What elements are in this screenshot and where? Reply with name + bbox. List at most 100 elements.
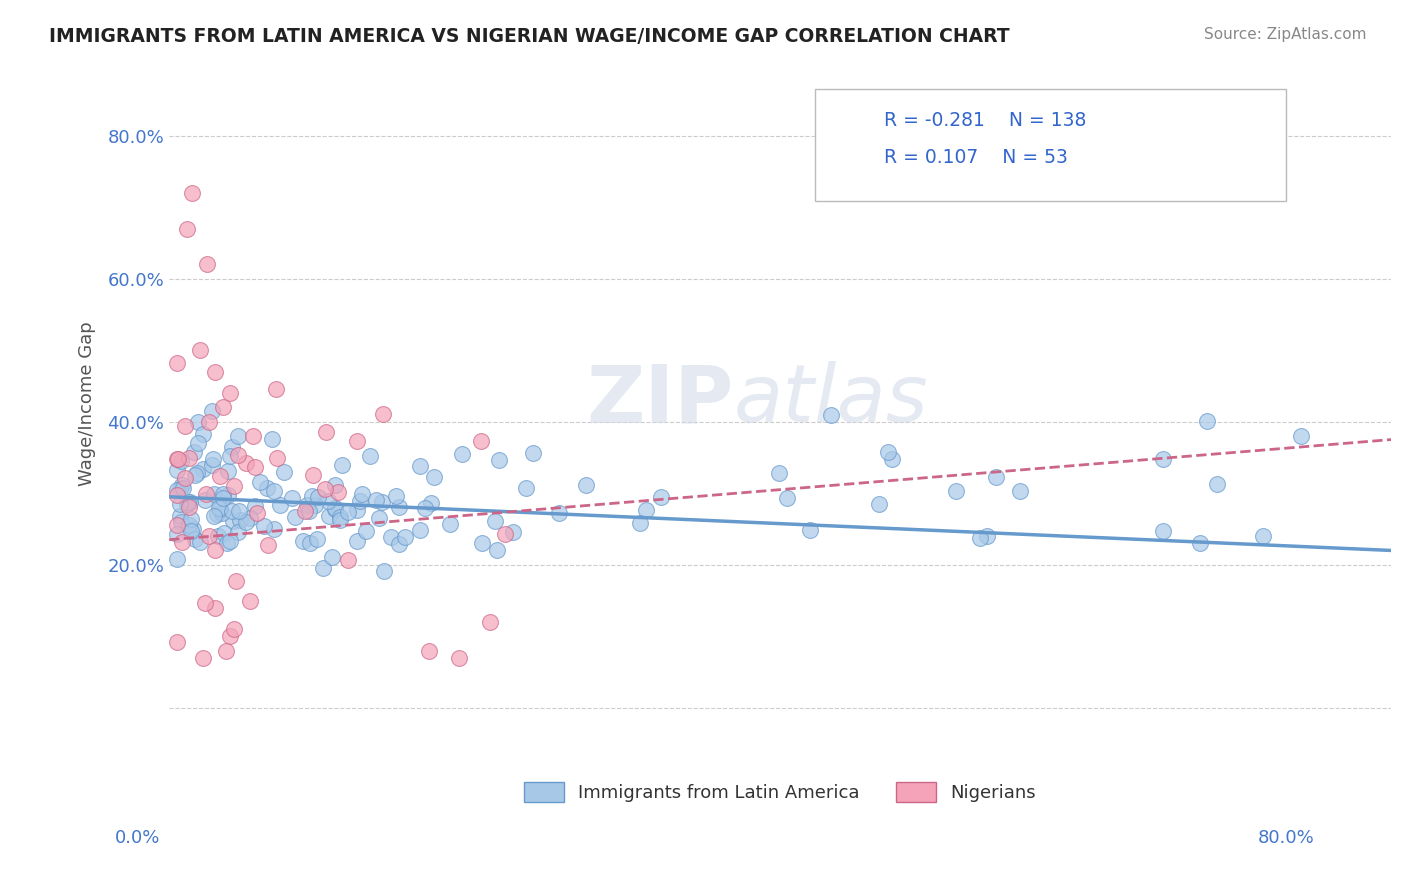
Point [484,514,506,528]
Point [321,549,343,564]
Point [502,524,524,539]
Point [636,503,658,517]
Point [945,483,967,498]
Point [207,507,229,521]
Point [228,504,250,518]
Point [976,529,998,543]
Point [198,529,221,543]
Point [346,533,368,548]
Point [352,487,374,501]
Point [1251,529,1274,543]
Point [394,530,416,544]
Point [370,494,392,508]
Point [215,644,238,658]
Point [183,445,205,459]
Point [166,488,188,502]
Point [548,507,571,521]
Point [228,513,250,527]
Point [294,504,316,518]
Point [329,513,352,527]
Point [179,495,201,509]
Point [208,500,231,515]
Point [260,432,283,446]
Point [239,593,262,607]
Point [224,622,246,636]
Point [194,596,217,610]
Point [217,536,239,550]
Point [169,508,191,523]
Point [208,502,231,516]
Point [368,511,391,525]
Point [219,386,242,401]
Point [304,498,326,512]
Point [409,458,432,473]
Point [194,492,217,507]
Point [212,491,235,505]
Point [170,515,193,529]
Point [204,486,226,500]
Point [877,445,900,459]
Point [318,494,340,508]
Point [173,471,195,485]
Point [191,650,214,665]
Point [263,522,285,536]
Point [166,551,188,566]
Point [235,456,257,470]
Point [385,490,408,504]
Point [166,451,188,466]
Point [880,452,903,467]
Point [221,440,243,454]
Point [191,427,214,442]
Point [359,449,381,463]
Point [202,451,225,466]
Point [181,522,204,536]
Point [226,448,249,462]
Point [1289,428,1312,442]
Point [330,458,353,473]
Point [969,531,991,545]
Point [388,500,411,515]
Point [188,343,211,358]
Point [799,524,821,538]
Text: IMMIGRANTS FROM LATIN AMERICA VS NIGERIAN WAGE/INCOME GAP CORRELATION CHART: IMMIGRANTS FROM LATIN AMERICA VS NIGERIA… [49,27,1010,45]
Point [522,446,544,460]
Point [172,481,194,495]
Point [515,481,537,495]
Point [170,534,193,549]
Point [228,429,250,443]
Point [204,601,226,615]
Point [166,462,188,476]
Point [249,475,271,489]
Point [266,450,288,465]
Point [323,478,346,492]
Point [494,527,516,541]
Point [180,524,202,538]
Point [224,479,246,493]
Point [984,470,1007,484]
Point [256,481,278,495]
Point [217,488,239,502]
Y-axis label: Wage/Income Gap: Wage/Income Gap [79,321,96,486]
Point [478,615,501,629]
Point [420,496,443,510]
Point [257,538,280,552]
Point [318,509,340,524]
Point [184,467,207,482]
Point [1152,524,1174,539]
Text: R = -0.281    N = 138: R = -0.281 N = 138 [884,111,1087,130]
Point [315,425,337,440]
Point [346,503,368,517]
Point [298,504,321,518]
Point [349,494,371,508]
Point [201,404,224,418]
Point [176,497,198,511]
Point [299,536,322,550]
Point [323,500,346,515]
Point [174,418,197,433]
Point [187,436,209,450]
Point [202,508,225,523]
Point [211,401,233,415]
Point [166,356,188,370]
Point [212,487,235,501]
Point [198,415,221,429]
